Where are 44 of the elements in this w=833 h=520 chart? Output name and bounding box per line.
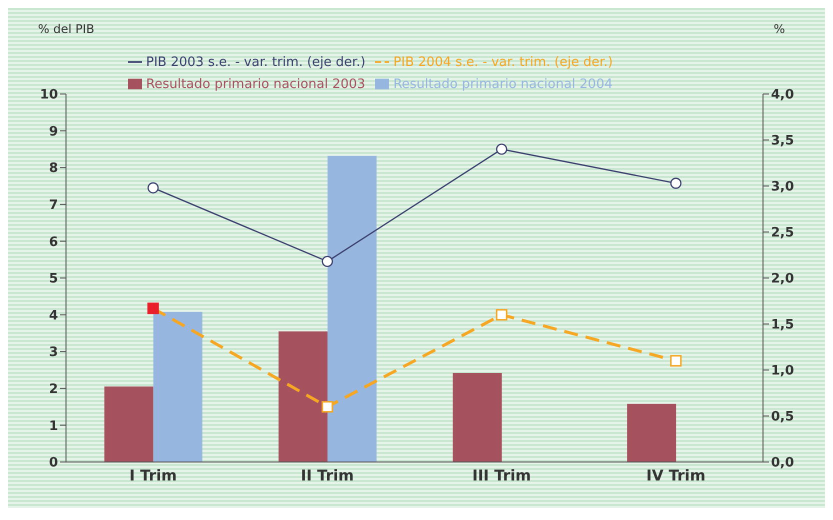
point [322, 401, 334, 413]
bar [328, 156, 377, 462]
y-tick-label: 1 [48, 418, 58, 434]
legend-label: Resultado primario nacional 2004 [393, 77, 613, 92]
y2-tick-label: 4,0 [771, 88, 794, 103]
y-tick-label: 6 [48, 234, 58, 250]
y-tick-label: 2 [48, 382, 58, 398]
bar [278, 331, 328, 462]
bar [627, 404, 676, 462]
x-tick-label: II Trim [300, 466, 354, 485]
x-tick-label: IV Trim [646, 466, 706, 485]
legend-label: Resultado primario nacional 2003 [146, 77, 366, 92]
y-tick-label: 5 [48, 272, 58, 287]
y2-tick-label: 0,0 [771, 456, 794, 471]
y2-tick-label: 3,5 [771, 134, 794, 149]
y2-tick-label: 2,5 [771, 226, 794, 241]
point [322, 256, 333, 268]
y-axis-title: % del PIB [38, 22, 94, 36]
y-tick-label: 9 [48, 124, 58, 140]
y2-tick-label: 0,5 [771, 410, 794, 425]
y2-tick-label: 3,0 [771, 180, 794, 195]
legend-label: PIB 2004 s.e. - var. trim. (eje der.) [393, 55, 613, 70]
y-tick-label: 4 [48, 308, 58, 324]
x-tick-label: III Trim [472, 466, 531, 485]
x-tick-label: I Trim [129, 466, 177, 485]
point [670, 355, 682, 367]
point [670, 178, 682, 189]
point [147, 302, 159, 314]
bar [104, 386, 154, 462]
y2-tick-label: 2,0 [771, 272, 794, 287]
y-tick-label: 10 [40, 88, 58, 103]
bar [153, 312, 202, 462]
y-tick-label: 7 [48, 198, 58, 214]
y-tick-label: 3 [48, 345, 58, 360]
bar [452, 372, 502, 462]
point [148, 182, 159, 194]
point [496, 144, 508, 155]
y-tick-label: 0 [48, 456, 58, 471]
y2-tick-label: 1,5 [771, 318, 794, 333]
y2-tick-label: 1,0 [771, 364, 794, 379]
legend-label: PIB 2003 s.e. - var. trim. (eje der.) [146, 55, 366, 70]
y-tick-label: 8 [48, 161, 58, 176]
point [496, 309, 508, 321]
y2-axis-title: % [774, 22, 785, 36]
